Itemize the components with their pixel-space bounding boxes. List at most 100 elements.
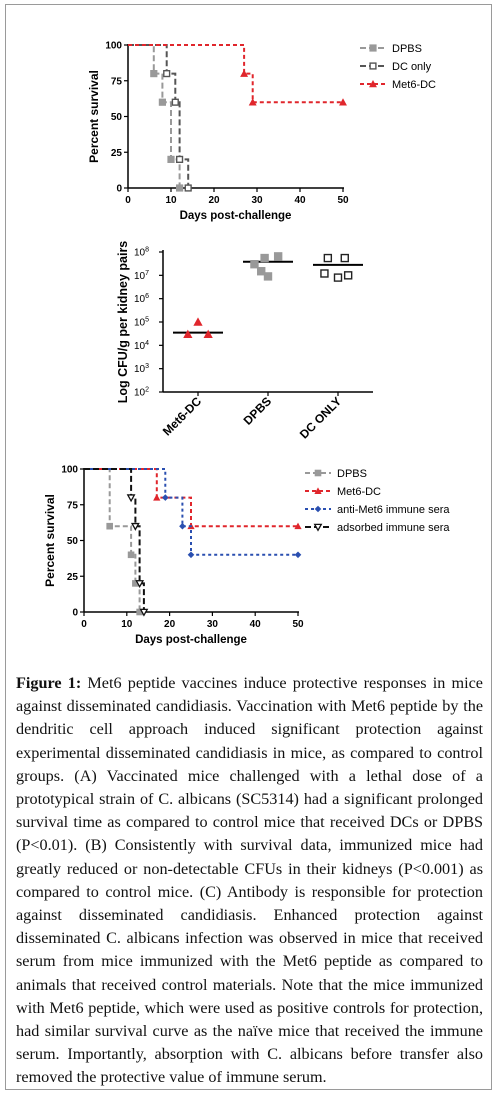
data-point [294,522,302,530]
legend-marker [313,523,323,532]
data-point [150,70,158,78]
data-point [187,551,195,559]
data-point [260,253,269,263]
data-point [343,271,353,280]
data-point [106,522,113,530]
data-point [127,551,135,559]
category-label: Met6-DC [160,394,205,439]
x-axis-label: Days post-challenge [180,210,292,222]
y-tick-label: 104 [134,340,149,352]
data-point [273,252,283,261]
legend-marker [314,469,322,477]
legend-marker [369,80,377,88]
data-point [132,580,139,587]
data-point [126,494,136,503]
cfu-scatter-chart-b: 102 103 104 105 106 107 108 Log CFU/g per kidne… [116,241,373,442]
y-tick-label: 100 [61,465,78,476]
y-tick-label: 102 [134,387,149,399]
data-point [162,494,169,501]
data-point [163,70,171,78]
x-tick-label: 10 [121,619,133,630]
x-tick-label: 20 [164,619,176,630]
data-point [139,608,149,617]
data-point [257,267,266,276]
data-point [130,522,140,531]
data-point [184,184,192,192]
y-tick-label: 75 [67,500,79,511]
y-tick-label: 50 [67,536,79,547]
category-label: DPBS [241,394,274,427]
figure-frame [5,4,492,1090]
data-point [323,253,333,263]
figure-caption: Figure 1: Met6 peptide vaccines induce p… [16,672,483,1090]
data-point [135,580,145,589]
y-tick-label: 100 [105,41,122,52]
legend-label: anti-Met6 immune sera [337,504,450,516]
series-line-3 [84,468,145,612]
x-tick-label: 30 [251,195,263,206]
y-tick-label: 105 [134,317,149,329]
data-point [176,184,184,192]
y-tick-label: 106 [134,293,149,305]
survival-chart-c: 0 25 50 75 100 0 10 20 30 40 50 Days post-challenge… [43,465,450,647]
x-axis-label: Days post-challenge [135,634,247,646]
legend-marker [314,505,322,513]
legend-marker [369,44,377,52]
data-point [294,551,302,559]
y-tick-label: 50 [111,112,123,123]
data-point [179,522,186,530]
data-point [339,98,347,106]
data-point [240,69,249,77]
data-point [248,98,257,106]
series-line-1 [84,468,298,528]
y-tick-label: 25 [111,148,123,159]
y-tick-label: 103 [134,363,149,375]
data-point [250,260,259,269]
data-point [167,155,175,163]
data-point [203,329,213,338]
data-point [171,98,179,106]
data-point [158,98,166,106]
data-point [333,273,343,282]
x-tick-label: 50 [292,619,304,630]
x-tick-label: 40 [250,619,262,630]
data-point [193,317,203,326]
x-tick-label: 10 [165,195,177,206]
legend-label: Met6-DC [337,486,381,498]
y-axis-label: Percent survival [87,70,101,163]
x-tick-label: 50 [337,195,349,206]
survival-chart-a: 0 25 50 75 100 0 10 20 30 40 50 Days post-challenge… [87,41,436,223]
data-point [183,329,193,338]
y-axis-label: Percent survival [43,494,57,587]
legend-label: Met6-DC [392,79,436,91]
series-line-2 [128,44,343,104]
x-tick-label: 30 [207,619,219,630]
series-line-0 [128,44,181,188]
series-line-2 [84,468,298,556]
data-point [175,155,184,164]
y-tick-label: 107 [134,270,149,282]
y-tick-label: 0 [116,184,122,195]
caption-text: Met6 peptide vaccines induce protective … [16,674,483,1087]
data-point [153,493,161,501]
legend-label: DC only [392,61,432,73]
y-tick-label: 25 [67,572,79,583]
y-tick-label: 75 [111,76,123,87]
category-label: DC ONLY [297,394,344,441]
data-point [136,608,143,616]
legend-label: DPBS [337,468,367,480]
y-tick-label: 108 [134,247,149,259]
data-point [263,272,273,281]
legend-label: adsorbed immune sera [337,522,450,534]
x-tick-label: 0 [81,619,87,630]
legend-marker [314,487,322,494]
x-tick-label: 20 [208,195,220,206]
y-axis-label: Log CFU/g per kidney pairs [116,241,130,404]
data-point [340,253,349,263]
legend-marker [369,62,377,70]
y-tick-label: 0 [72,608,78,619]
caption-label: Figure 1: [16,674,82,692]
data-point [320,269,329,278]
x-tick-label: 40 [294,195,306,206]
x-tick-label: 0 [125,195,131,206]
